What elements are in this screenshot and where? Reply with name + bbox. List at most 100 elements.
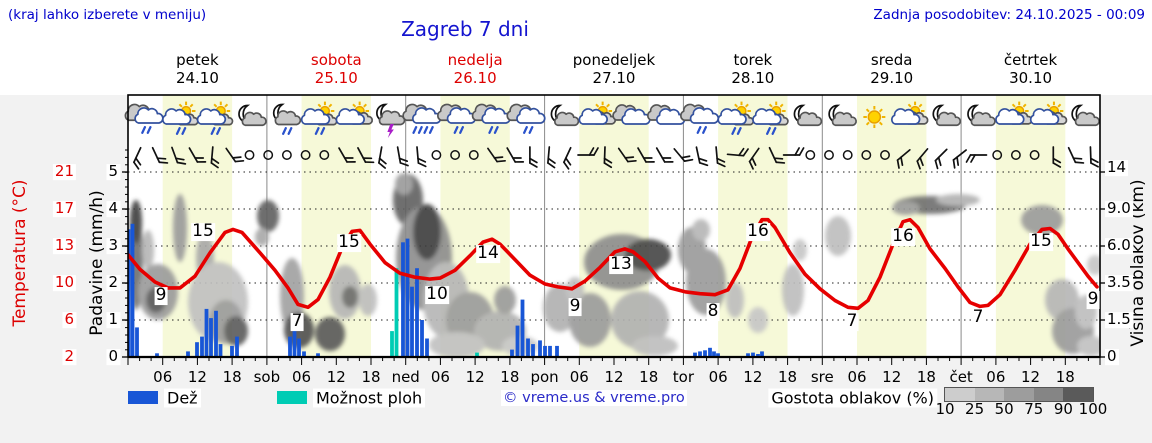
- density-tick: 10: [935, 400, 955, 419]
- day-name: sreda: [868, 51, 915, 70]
- x-tick-label: 18: [500, 368, 520, 387]
- cloud-tick: 0: [1105, 347, 1119, 366]
- day-name: sobota: [308, 51, 364, 70]
- temp-value-label: 13: [609, 254, 633, 275]
- precip-axis-title: Padavine (mm/h): [87, 190, 107, 336]
- x-tick-label: 06: [569, 368, 589, 387]
- day-name: petek: [174, 51, 221, 70]
- page-title: Zagreb 7 dni: [401, 17, 529, 41]
- x-tick-label: 18: [639, 368, 659, 387]
- copyright-text: © vreme.us & vreme.pro: [501, 390, 687, 406]
- x-tick-label: 12: [187, 368, 207, 387]
- temp-value-label: 8: [706, 301, 720, 322]
- x-tick-label: 06: [847, 368, 867, 387]
- temp-value-label: 14: [476, 243, 500, 264]
- x-tick-label: 12: [465, 368, 485, 387]
- temperature-curve: [128, 217, 1099, 311]
- temp-value-label: 16: [891, 226, 915, 247]
- density-bar-frame: [944, 387, 1094, 402]
- temp-tick: 17: [52, 199, 76, 218]
- x-tick-label: 18: [916, 368, 936, 387]
- last-update-text: Zadnja posodobitev: 24.10.2025 - 00:09: [873, 7, 1145, 23]
- x-tick-label: 18: [361, 368, 381, 387]
- day-date: 29.10: [868, 69, 916, 88]
- x-tick-label: sob: [253, 368, 281, 387]
- density-tick: 25: [965, 400, 985, 419]
- location-hint: (kraj lahko izberete v meniju): [8, 7, 207, 23]
- precip-tick: 1: [106, 310, 120, 329]
- x-tick-label: sre: [810, 368, 834, 387]
- temp-value-label: 15: [1029, 231, 1053, 252]
- x-tick-label: tor: [672, 368, 695, 387]
- density-swatch: [974, 388, 1005, 401]
- x-tick-label: 12: [326, 368, 346, 387]
- showers-legend-swatch: [277, 391, 307, 404]
- day-name: torek: [731, 51, 775, 70]
- x-tick-label: 06: [708, 368, 728, 387]
- density-tick: 100: [1078, 400, 1108, 419]
- temp-value-label: 15: [191, 221, 215, 242]
- x-tick-label: pon: [530, 368, 559, 387]
- precip-tick: 4: [106, 199, 120, 218]
- temp-value-label: 9: [1086, 289, 1100, 310]
- day-name: nedelja: [445, 51, 505, 70]
- temp-tick: 6: [62, 310, 76, 329]
- precip-tick: 3: [106, 236, 120, 255]
- cloud-density-label: Gostota oblakov (%): [768, 388, 937, 408]
- temp-tick: 10: [52, 273, 76, 292]
- x-tick-label: 12: [882, 368, 902, 387]
- temp-value-label: 15: [337, 232, 361, 253]
- density-tick: 75: [1024, 400, 1044, 419]
- cloud-tick: 9.0: [1105, 199, 1133, 218]
- wind-barbs: [133, 146, 1099, 170]
- x-tick-label: 12: [1021, 368, 1041, 387]
- precip-tick: 2: [106, 273, 120, 292]
- precip-tick: 0: [106, 347, 120, 366]
- cloud-tick: 3.5: [1105, 273, 1133, 292]
- x-tick-label: 12: [604, 368, 624, 387]
- day-date: 27.10: [590, 69, 638, 88]
- density-tick: 90: [1053, 400, 1073, 419]
- temp-value-label: 7: [290, 311, 304, 332]
- x-tick-label: 18: [222, 368, 242, 387]
- precip-tick: 5: [106, 162, 120, 181]
- day-name: ponedeljek: [570, 51, 658, 70]
- weather-icons: [124, 101, 1100, 138]
- temp-value-label: 9: [568, 296, 582, 317]
- density-swatch: [1004, 388, 1034, 401]
- x-tick-label: 06: [292, 368, 312, 387]
- temp-value-label: 10: [425, 284, 449, 305]
- x-tick-label: 18: [778, 368, 798, 387]
- x-tick-label: 06: [153, 368, 173, 387]
- plot-frame: [122, 94, 1105, 365]
- x-tick-label: 06: [430, 368, 450, 387]
- density-swatch: [1033, 388, 1064, 401]
- day-date: 24.10: [173, 69, 221, 88]
- day-date: 25.10: [312, 69, 360, 88]
- rain-legend-label: Dež: [164, 388, 201, 408]
- temp-tick: 2: [62, 347, 76, 366]
- cloud-tick: 14: [1105, 158, 1129, 177]
- temp-tick: 21: [52, 162, 76, 181]
- density-tick: 50: [994, 400, 1014, 419]
- x-tick-label: čet: [949, 368, 973, 387]
- day-date: 30.10: [1007, 69, 1055, 88]
- density-swatch: [945, 388, 975, 401]
- day-name: četrtek: [1001, 51, 1060, 70]
- x-tick-label: ned: [391, 368, 420, 387]
- temp-value-label: 7: [845, 311, 859, 332]
- showers-legend-label: Možnost ploh: [313, 388, 426, 408]
- rain-bars: [128, 223, 764, 357]
- day-date: 28.10: [729, 69, 777, 88]
- temp-value-label: 7: [971, 307, 985, 328]
- temp-value-label: 9: [154, 285, 168, 306]
- cloud-tick: 1.5: [1105, 310, 1133, 329]
- temp-tick: 13: [52, 236, 76, 255]
- x-tick-label: 12: [743, 368, 763, 387]
- shower-bars: [390, 268, 479, 357]
- temp-axis-title: Temperatura (°C): [10, 179, 30, 327]
- temp-value-label: 16: [746, 221, 770, 242]
- day-date: 26.10: [451, 69, 499, 88]
